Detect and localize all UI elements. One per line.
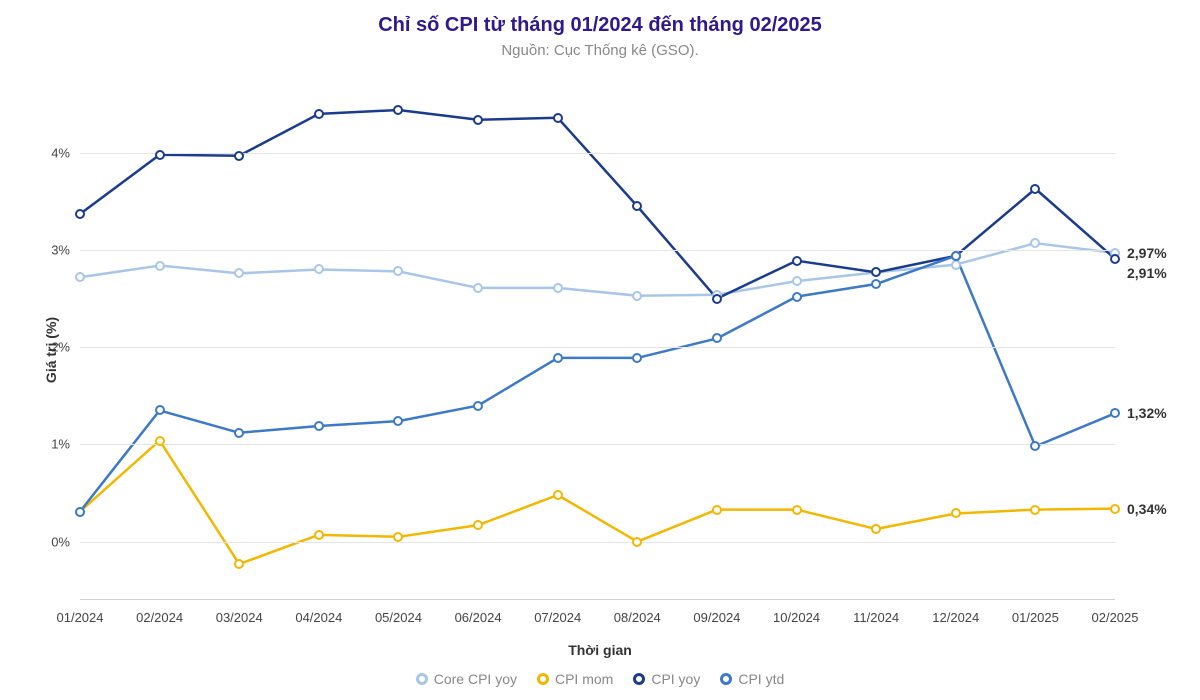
data-point [473,283,483,293]
x-tick-label: 09/2024 [693,600,740,625]
data-point [951,260,961,270]
x-tick-label: 02/2025 [1092,600,1139,625]
data-point [75,209,85,219]
series-line [80,256,1115,512]
legend-item: CPI yoy [633,671,700,687]
data-point [155,261,165,271]
data-point [1030,441,1040,451]
data-point [632,291,642,301]
y-tick-label: 1% [51,437,80,452]
x-tick-label: 08/2024 [614,600,661,625]
data-point [314,421,324,431]
cpi-chart: Chỉ số CPI từ tháng 01/2024 đến tháng 02… [0,0,1200,700]
data-point [553,113,563,123]
data-point [155,405,165,415]
data-point [234,559,244,569]
data-point [951,508,961,518]
x-tick-label: 07/2024 [534,600,581,625]
end-value-label: 0,34% [1127,501,1167,517]
data-point [234,268,244,278]
end-value-label: 2,97% [1127,245,1167,261]
gridline [80,542,1115,543]
chart-subtitle: Nguồn: Cục Thống kê (GSO). [0,42,1200,59]
data-point [712,294,722,304]
data-point [234,428,244,438]
data-point [553,283,563,293]
legend-swatch [633,673,645,685]
y-tick-label: 3% [51,243,80,258]
data-point [792,292,802,302]
data-point [393,532,403,542]
data-point [1030,184,1040,194]
data-point [393,105,403,115]
data-point [871,267,881,277]
plot-area: 0%1%2%3%4%01/202402/202403/202404/202405… [80,75,1115,600]
legend-label: Core CPI yoy [434,671,517,687]
data-point [314,109,324,119]
data-point [632,201,642,211]
data-point [393,416,403,426]
data-point [75,272,85,282]
data-point [1110,254,1120,264]
x-tick-label: 02/2024 [136,600,183,625]
data-point [871,524,881,534]
data-point [1030,238,1040,248]
data-point [871,279,881,289]
legend-label: CPI yoy [651,671,700,687]
end-value-label: 1,32% [1127,405,1167,421]
legend-swatch [720,673,732,685]
data-point [155,150,165,160]
gridline [80,444,1115,445]
data-point [393,266,403,276]
legend-item: CPI mom [537,671,613,687]
data-point [792,505,802,515]
x-tick-label: 01/2025 [1012,600,1059,625]
data-point [951,251,961,261]
gridline [80,250,1115,251]
data-point [632,353,642,363]
data-point [792,256,802,266]
legend-label: CPI ytd [738,671,784,687]
data-point [792,276,802,286]
x-tick-label: 10/2024 [773,600,820,625]
legend: Core CPI yoy CPI mom CPI yoy CPI ytd [0,671,1200,688]
data-point [1030,505,1040,515]
x-axis-label: Thời gian [0,642,1200,658]
data-point [473,520,483,530]
y-tick-label: 0% [51,534,80,549]
data-point [632,537,642,547]
data-point [553,490,563,500]
data-point [473,401,483,411]
legend-item: CPI ytd [720,671,784,687]
legend-swatch [537,673,549,685]
data-point [553,353,563,363]
x-tick-label: 03/2024 [216,600,263,625]
data-point [314,264,324,274]
x-tick-label: 11/2024 [853,600,899,625]
end-value-label: 2,91% [1127,265,1167,281]
data-point [1110,504,1120,514]
gridline [80,347,1115,348]
x-tick-label: 01/2024 [57,600,104,625]
data-point [473,115,483,125]
x-tick-label: 06/2024 [455,600,502,625]
data-point [712,505,722,515]
legend-item: Core CPI yoy [416,671,517,687]
data-point [155,436,165,446]
data-point [712,333,722,343]
y-tick-label: 4% [51,145,80,160]
data-point [314,530,324,540]
series-line [80,441,1115,564]
data-point [75,507,85,517]
chart-title: Chỉ số CPI từ tháng 01/2024 đến tháng 02… [0,14,1200,37]
x-tick-label: 05/2024 [375,600,422,625]
y-tick-label: 2% [51,340,80,355]
x-tick-label: 12/2024 [932,600,979,625]
data-point [1110,408,1120,418]
data-point [234,151,244,161]
legend-label: CPI mom [555,671,613,687]
x-tick-label: 04/2024 [295,600,342,625]
legend-swatch [416,673,428,685]
